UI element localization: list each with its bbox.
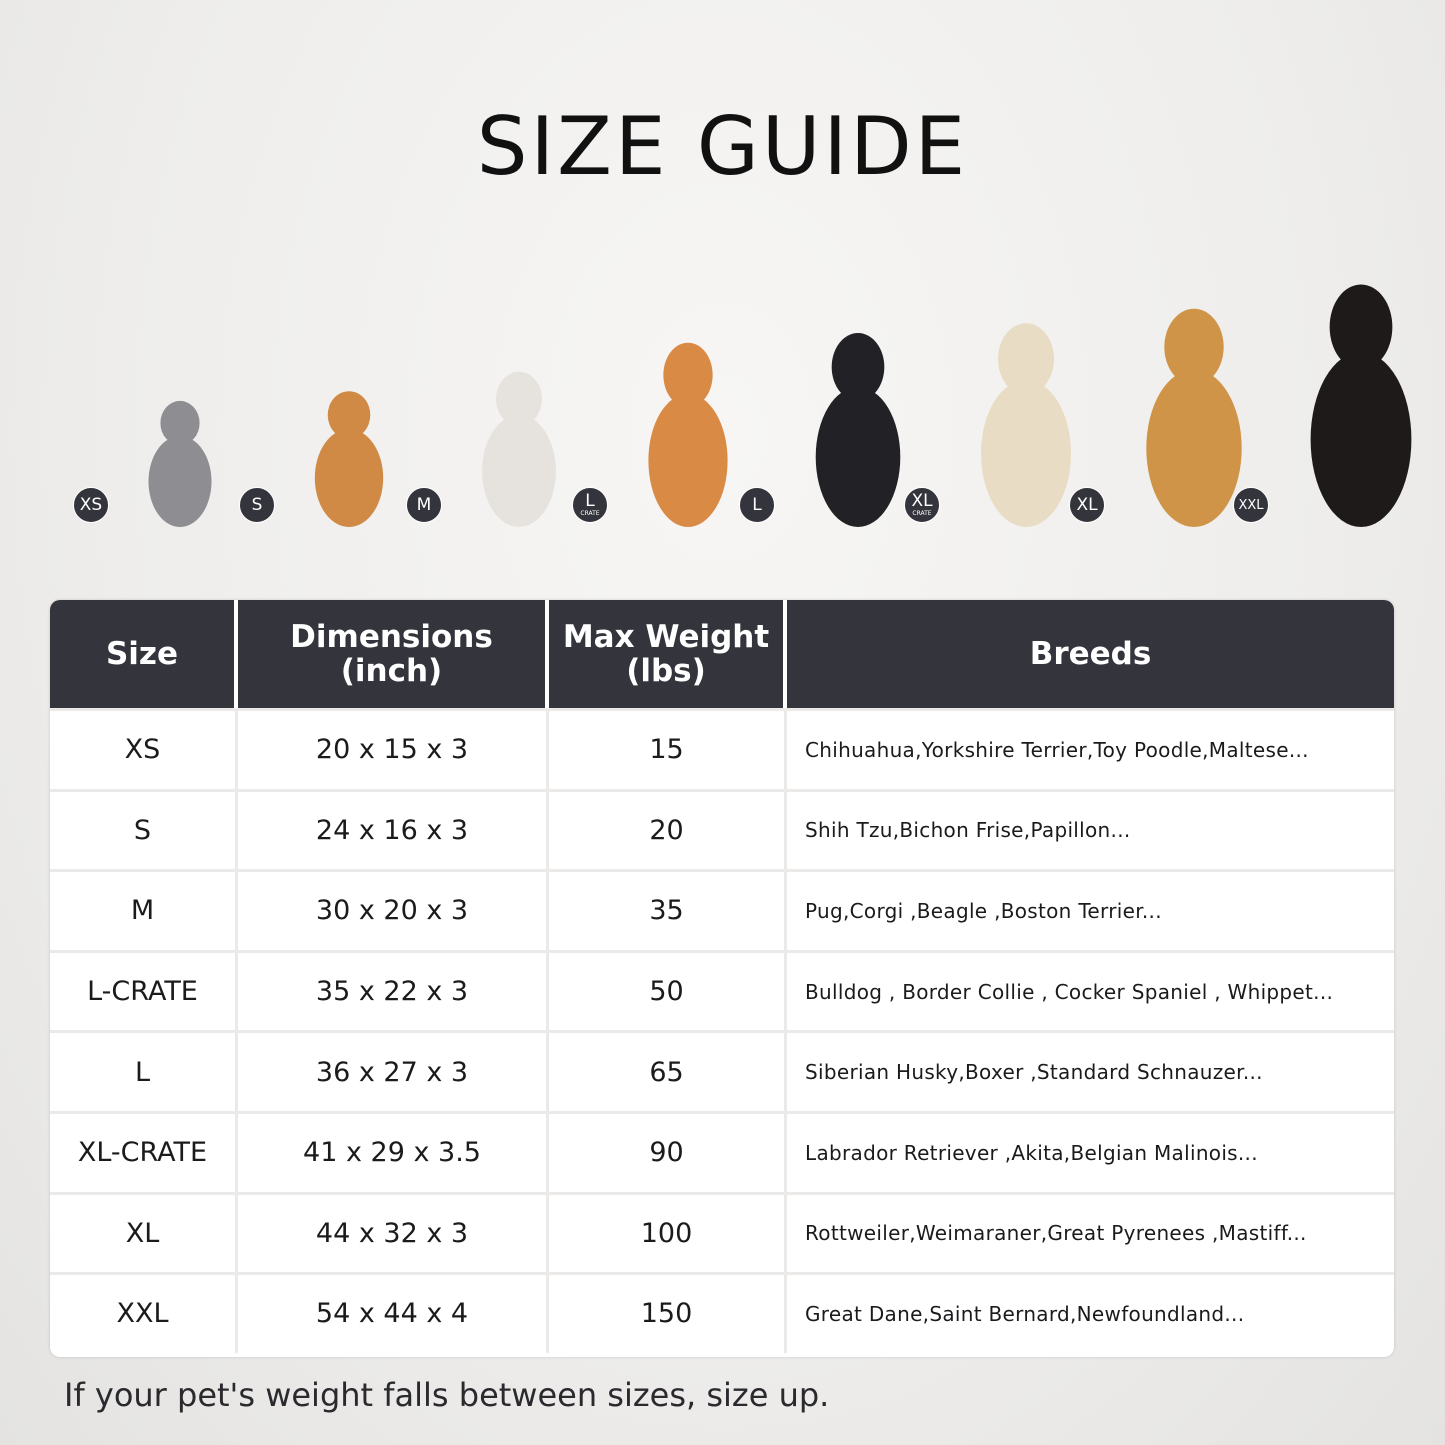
size-badge: M (406, 487, 442, 523)
border-collie-image (811, 327, 905, 527)
cell-max-weight: 35 (549, 872, 787, 950)
cell-size: XXL (50, 1275, 238, 1353)
size-badge: XL (1069, 487, 1105, 523)
size-badge: XL CRATE (904, 487, 940, 523)
cell-dimensions: 41 x 29 x 3.5 (238, 1113, 549, 1192)
shiba-inu-image (644, 337, 732, 527)
sizing-note: If your pet's weight falls between sizes… (64, 1376, 830, 1414)
cell-dimensions: 20 x 15 x 3 (238, 711, 549, 789)
cell-max-weight: 50 (549, 952, 787, 1031)
page-title: SIZE GUIDE (476, 100, 969, 193)
table-row: M 30 x 20 x 3 35 Pug,Corgi ,Beagle ,Boston … (50, 869, 1394, 950)
size-badge: L CRATE (572, 487, 608, 523)
header-size: Size (50, 600, 238, 708)
cell-breeds: Siberian Husky,Boxer ,Standard Schnauzer… (805, 1060, 1263, 1085)
badge-sublabel: CRATE (580, 510, 600, 517)
pomeranian-image (311, 387, 387, 527)
cell-size: M (50, 872, 238, 950)
cell-max-weight: 15 (549, 711, 787, 789)
table-row: XS 20 x 15 x 3 15 Chihuahua,Yorkshire Terri… (50, 708, 1394, 789)
cell-max-weight: 90 (549, 1113, 787, 1192)
size-table: Size Dimensions (inch) Max Weight (lbs) … (50, 600, 1394, 1357)
size-badge: S (239, 487, 275, 523)
badge-label: L (752, 494, 762, 515)
size-badge: XXL (1233, 487, 1269, 523)
table-row: L-CRATE 35 x 22 x 3 50 Bulldog , Border Col… (50, 949, 1394, 1031)
header-breeds: Breeds (1029, 635, 1152, 672)
cell-size: L (50, 1033, 238, 1111)
badge-label: S (251, 494, 263, 515)
cell-max-weight: 150 (549, 1275, 787, 1353)
table-row: XXL 54 x 44 x 4 150 Great Dane,Saint Bernar… (50, 1272, 1394, 1353)
cell-breeds: Great Dane,Saint Bernard,Newfoundland... (805, 1301, 1245, 1326)
cell-max-weight: 100 (549, 1194, 787, 1273)
cell-dimensions: 35 x 22 x 3 (238, 952, 549, 1031)
cell-dimensions: 54 x 44 x 4 (238, 1275, 549, 1353)
golden-retriever-image (1141, 302, 1247, 527)
badge-label: XS (79, 494, 103, 515)
badge-label: XL (911, 491, 933, 511)
cell-size: L-CRATE (50, 952, 238, 1031)
cell-dimensions: 24 x 16 x 3 (238, 791, 549, 870)
header-dimensions: Dimensions (inch) (238, 600, 549, 708)
cell-breeds: Bulldog , Border Collie , Cocker Spaniel… (805, 979, 1334, 1004)
badge-label: M (416, 494, 432, 515)
cell-dimensions: 36 x 27 x 3 (238, 1033, 549, 1111)
cell-dimensions: 44 x 32 x 3 (238, 1194, 549, 1273)
table-row: XL-CRATE 41 x 29 x 3.5 90 Labrador Retrieve… (50, 1110, 1394, 1192)
table-header: Size Dimensions (inch) Max Weight (lbs) … (50, 600, 1394, 708)
cell-breeds: Chihuahua,Yorkshire Terrier,Toy Poodle,M… (805, 737, 1309, 762)
cell-size: XS (50, 711, 238, 789)
header-max-weight: Max Weight (lbs) (549, 600, 787, 708)
cat-image (145, 397, 215, 527)
table-row: S 24 x 16 x 3 20 Shih Tzu,Bichon Frise,Papi… (50, 788, 1394, 870)
cell-size: S (50, 791, 238, 870)
cell-size: XL (50, 1194, 238, 1273)
french-bulldog-image (478, 367, 560, 527)
table-row: L 36 x 27 x 3 65 Siberian Husky,Boxer ,Stan… (50, 1030, 1394, 1111)
cell-max-weight: 20 (549, 791, 787, 870)
size-badge: L (739, 487, 775, 523)
size-badge: XS (73, 487, 109, 523)
badge-label: XXL (1238, 497, 1264, 513)
table-row: XL 44 x 32 x 3 100 Rottweiler,Weimaraner,Gr… (50, 1191, 1394, 1273)
labrador-image (976, 317, 1076, 527)
badge-sublabel: CRATE (912, 510, 932, 517)
badge-label: XL (1076, 494, 1098, 515)
cell-dimensions: 30 x 20 x 3 (238, 872, 549, 950)
cell-breeds: Pug,Corgi ,Beagle ,Boston Terrier... (805, 898, 1162, 923)
cell-breeds: Shih Tzu,Bichon Frise,Papillon... (805, 818, 1131, 843)
cell-size: XL-CRATE (50, 1113, 238, 1192)
doberman-image (1305, 277, 1417, 527)
cell-max-weight: 65 (549, 1033, 787, 1111)
cell-breeds: Rottweiler,Weimaraner,Great Pyrenees ,Ma… (805, 1221, 1307, 1246)
badge-label: L (585, 491, 595, 511)
cell-breeds: Labrador Retriever ,Akita,Belgian Malino… (805, 1140, 1258, 1165)
